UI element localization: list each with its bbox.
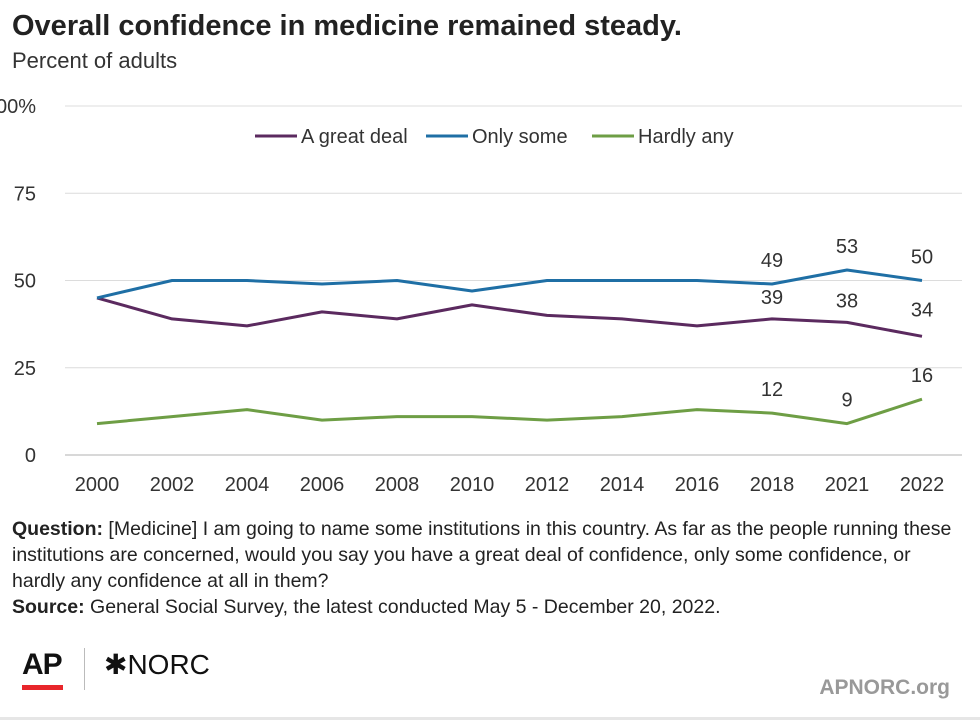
site-link[interactable]: APNORC.org [819, 676, 950, 699]
legend-label: Hardly any [638, 126, 734, 148]
y-tick-label: 50 [14, 271, 36, 293]
legend-label: Only some [472, 126, 568, 148]
data-label: 53 [836, 236, 858, 258]
x-tick-label: 2006 [300, 474, 345, 496]
data-label: 38 [836, 290, 858, 312]
y-tick-label: 25 [14, 358, 36, 380]
x-tick-label: 2021 [825, 474, 870, 496]
y-tick-label: 0 [25, 445, 36, 467]
chart-notes: Question: [Medicine] I am going to name … [12, 516, 962, 620]
y-axis-tick-labels: 0 25 50 75 100% [0, 96, 36, 467]
source-label: Source: [12, 596, 85, 618]
logo-divider [84, 648, 85, 690]
data-labels: 39 38 34 49 53 50 12 9 16 [761, 236, 933, 412]
series-line-hardly-any [96, 397, 923, 426]
chart-subtitle: Percent of adults [12, 48, 178, 73]
x-tick-label: 2008 [375, 474, 420, 496]
line-chart: 0 25 50 75 100% 2000 2002 2004 2006 2008 2010 2012… [0, 96, 962, 496]
chart-title: Overall confidence in medicine remained … [12, 10, 682, 42]
data-label: 50 [911, 247, 933, 269]
x-tick-label: 2012 [525, 474, 570, 496]
bottom-rule [0, 717, 980, 720]
x-tick-label: 2022 [900, 474, 945, 496]
x-tick-label: 2002 [150, 474, 195, 496]
x-axis-tick-labels: 2000 2002 2004 2006 2008 2010 2012 2014 2016 2018… [75, 474, 945, 496]
x-tick-label: 2000 [75, 474, 120, 496]
data-label: 34 [911, 299, 933, 321]
series-lines [96, 268, 923, 426]
data-label: 49 [761, 250, 783, 272]
data-label: 12 [761, 379, 783, 401]
data-label: 9 [841, 390, 852, 412]
series-line-a-great-deal [96, 296, 923, 338]
x-tick-label: 2004 [225, 474, 270, 496]
source-note: Source: General Social Survey, the lates… [12, 594, 962, 620]
y-tick-label: 75 [14, 183, 36, 205]
ap-logo-accent-bar [22, 685, 63, 690]
norc-logo: ✱NORC [104, 649, 210, 680]
x-tick-label: 2018 [750, 474, 795, 496]
legend: A great deal Only some Hardly any [255, 126, 734, 148]
y-tick-label: 100% [0, 96, 36, 118]
x-tick-label: 2016 [675, 474, 720, 496]
data-label: 16 [911, 365, 933, 387]
x-tick-label: 2010 [450, 474, 495, 496]
question-note: Question: [Medicine] I am going to name … [12, 516, 962, 594]
ap-logo: AP [22, 648, 63, 681]
source-text: General Social Survey, the latest conduc… [84, 596, 721, 618]
question-label: Question: [12, 518, 103, 540]
x-tick-label: 2014 [600, 474, 645, 496]
data-label: 39 [761, 287, 783, 309]
series-line-only-some [96, 268, 923, 300]
legend-label: A great deal [301, 126, 408, 148]
question-text: [Medicine] I am going to name some insti… [12, 518, 952, 592]
